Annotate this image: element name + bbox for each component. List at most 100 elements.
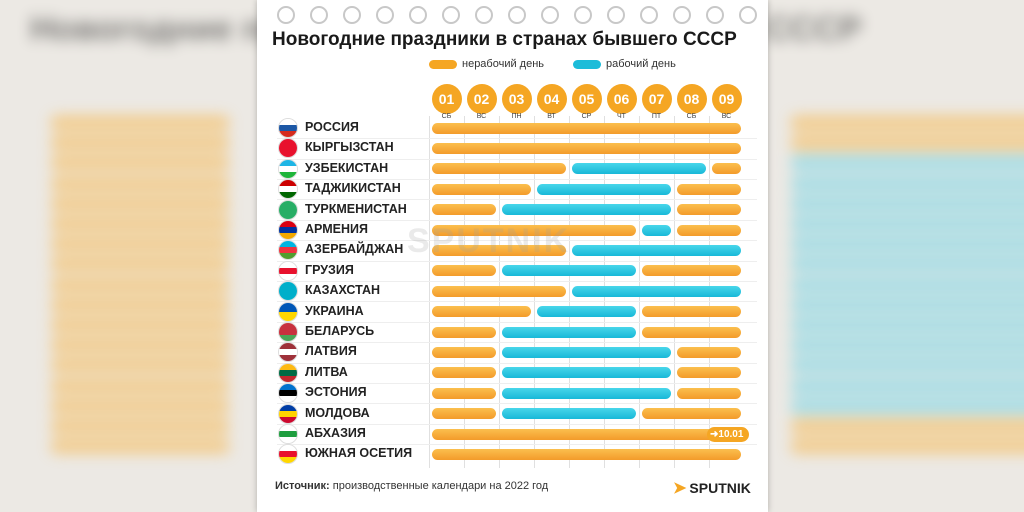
background-bar xyxy=(50,256,230,273)
country-flag-icon xyxy=(278,220,298,240)
legend-off: нерабочий день xyxy=(429,58,544,70)
working-bar xyxy=(502,408,636,420)
row-divider xyxy=(277,199,757,201)
nonworking-bar xyxy=(432,183,531,195)
nonworking-bar xyxy=(432,346,496,358)
country-name: АЗЕРБАЙДЖАН xyxy=(305,242,404,257)
flag-stripe xyxy=(279,355,297,362)
source-label: Источник: xyxy=(275,480,330,492)
ring-icon xyxy=(409,6,427,24)
row-divider xyxy=(277,321,757,323)
country-flag-icon xyxy=(278,362,298,383)
weekday-label: ПН xyxy=(511,113,522,120)
background-bar xyxy=(50,236,230,253)
flag-stripe xyxy=(279,451,297,458)
country-name: ЛАТВИЯ xyxy=(305,344,357,359)
flag-stripe xyxy=(279,241,297,248)
weekday-label: ЧТ xyxy=(617,113,626,120)
flag-stripe xyxy=(279,384,297,391)
ring-icon xyxy=(376,6,394,24)
weekday-label: СР xyxy=(581,113,592,120)
flag-stripe xyxy=(279,227,297,233)
flag-stripe xyxy=(279,273,297,280)
day-number: 03 xyxy=(501,84,532,114)
working-bar xyxy=(502,346,671,358)
flag-stripe xyxy=(279,253,297,260)
working-bar xyxy=(537,306,636,318)
background-bar xyxy=(790,438,1024,455)
flag-stripe xyxy=(279,233,297,239)
nonworking-bar xyxy=(432,244,566,256)
nonworking-bar xyxy=(642,326,741,338)
working-bar xyxy=(502,265,636,277)
country-flag-icon xyxy=(278,240,298,261)
nonworking-bar xyxy=(432,122,741,134)
country-name: ЮЖНАЯ ОСЕТИЯ xyxy=(305,446,413,461)
background-bar xyxy=(50,175,230,192)
flag-stripe xyxy=(279,323,297,329)
flag-stripe xyxy=(279,457,297,464)
row-divider xyxy=(277,362,757,364)
sputnik-logo: ➤ SPUTNIK xyxy=(673,478,751,498)
weekday-label: ВС xyxy=(476,113,487,120)
nonworking-bar xyxy=(432,428,741,440)
row-divider xyxy=(277,423,757,425)
weekday-label: СБ xyxy=(686,113,697,120)
nonworking-bar xyxy=(432,326,496,338)
working-bar xyxy=(502,367,671,379)
flag-stripe xyxy=(279,431,297,437)
country-flag-icon xyxy=(278,383,298,404)
background-bar xyxy=(50,397,230,414)
background-bar xyxy=(790,397,1024,414)
notebook-rings xyxy=(277,6,757,26)
nonworking-bar xyxy=(677,387,741,399)
working-bar xyxy=(572,285,741,297)
nonworking-bar xyxy=(677,346,741,358)
row-divider xyxy=(277,444,757,446)
infographic-card: Новогодние праздники в странах бывшего С… xyxy=(257,0,768,512)
column-divider xyxy=(429,116,430,468)
nonworking-bar xyxy=(642,265,741,277)
nonworking-bar xyxy=(642,306,741,318)
background-bar xyxy=(790,115,1024,131)
country-name: АРМЕНИЯ xyxy=(305,222,368,236)
nonworking-bar xyxy=(432,224,636,236)
day-number: 07 xyxy=(641,84,672,114)
row-divider xyxy=(277,179,757,180)
background-bar xyxy=(790,195,1024,212)
country-flag-icon xyxy=(278,260,298,281)
weekday-label: ПТ xyxy=(651,113,662,120)
background-bar xyxy=(790,135,1024,152)
background-bar xyxy=(790,155,1024,172)
day-number: 04 xyxy=(536,84,567,114)
background-bar xyxy=(790,296,1024,313)
flag-stripe xyxy=(279,302,297,312)
row-divider xyxy=(277,158,757,160)
legend-work: рабочий день xyxy=(573,58,676,70)
flag-stripe xyxy=(279,139,297,158)
row-divider xyxy=(277,219,757,221)
flag-stripe xyxy=(279,282,297,301)
ring-icon xyxy=(475,6,493,24)
nonworking-bar xyxy=(677,367,741,379)
nonworking-bar xyxy=(712,163,741,175)
flag-stripe xyxy=(279,200,297,219)
ring-icon xyxy=(343,6,361,24)
ring-icon xyxy=(673,6,691,24)
country-flag-icon xyxy=(278,403,298,424)
country-flag-icon xyxy=(278,138,298,159)
day-number: 06 xyxy=(606,84,637,114)
flag-stripe xyxy=(279,425,297,431)
nonworking-bar xyxy=(677,224,741,236)
country-name: УКРАИНА xyxy=(305,303,364,318)
flag-stripe xyxy=(279,410,297,417)
flag-stripe xyxy=(279,343,297,350)
flag-stripe xyxy=(279,445,297,452)
flag-stripe xyxy=(279,192,297,199)
weekday-label: ВТ xyxy=(547,113,556,120)
ring-icon xyxy=(640,6,658,24)
nonworking-bar xyxy=(432,265,496,277)
legend-off-swatch xyxy=(429,59,457,69)
country-name: УЗБЕКИСТАН xyxy=(305,160,389,175)
nonworking-bar xyxy=(432,142,741,154)
